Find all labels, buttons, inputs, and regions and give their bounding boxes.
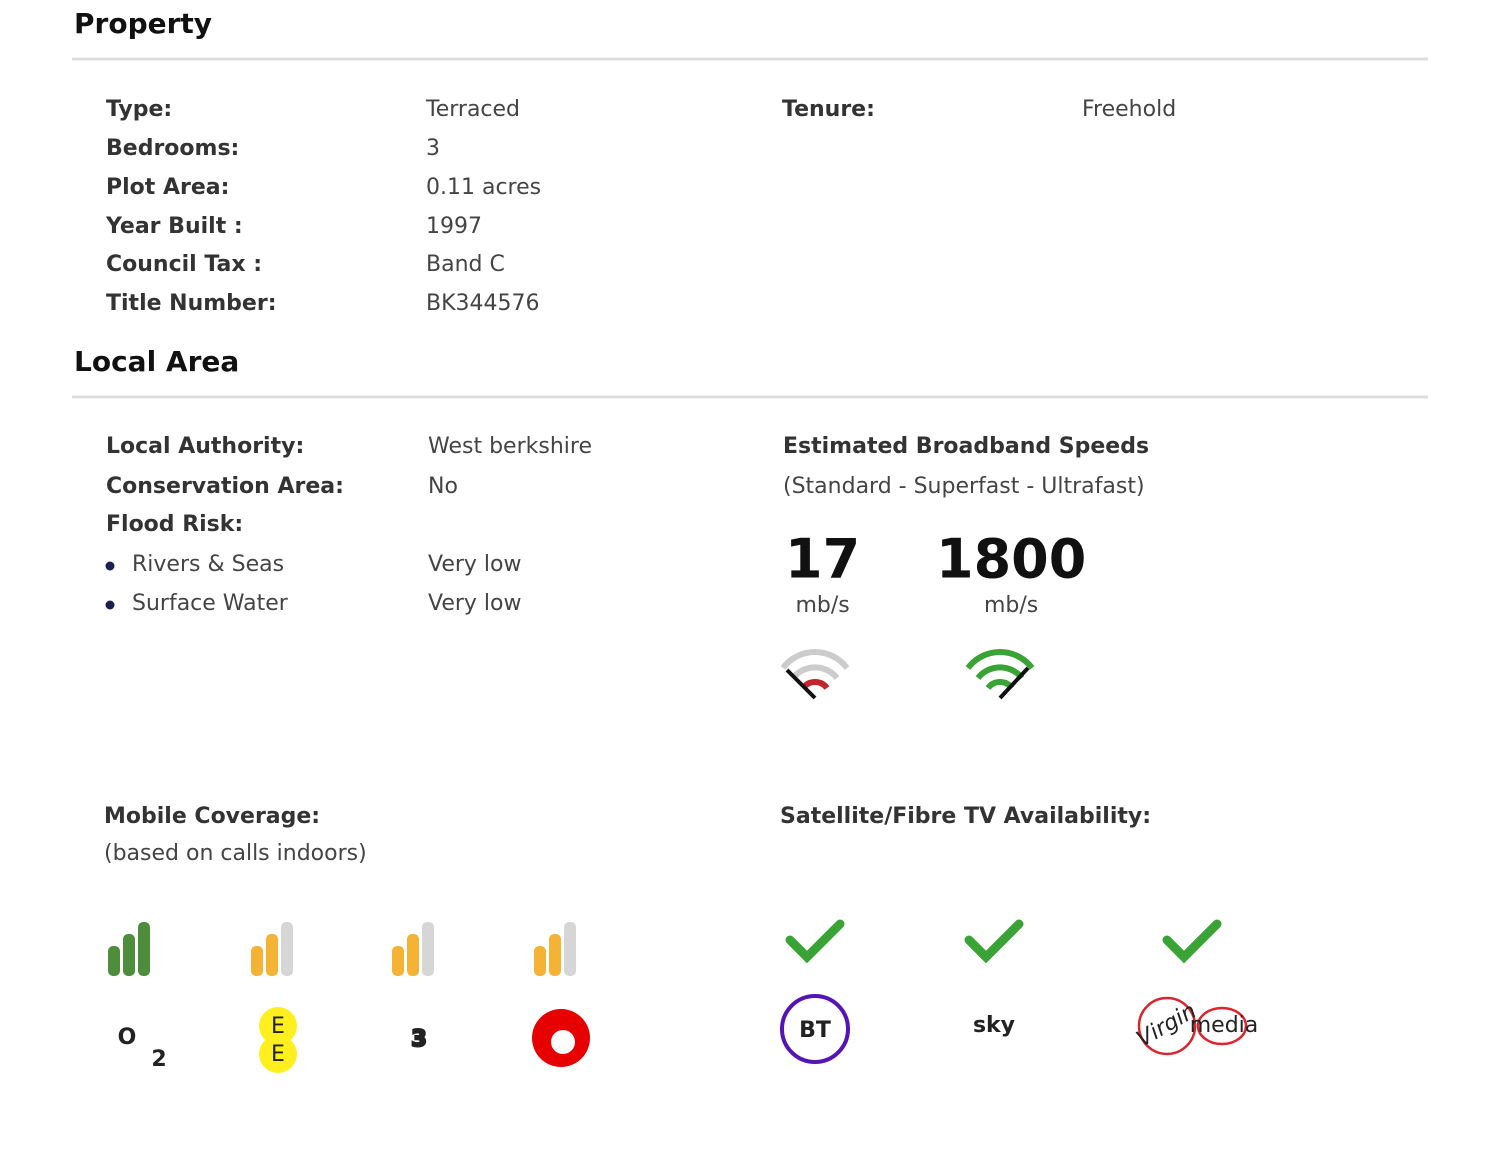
logo-text: E: [271, 1014, 285, 1039]
check-mark: [1162, 919, 1222, 964]
broadband-title: Estimated Broadband Speeds: [783, 434, 1149, 459]
field-value: West berkshire: [428, 434, 592, 459]
logo-shape: [259, 1007, 297, 1045]
field-value: 1997: [426, 214, 482, 239]
field-value: Terraced: [425, 97, 520, 122]
signal-bar: [138, 922, 150, 976]
gauge-icon: [780, 649, 850, 700]
bullet: [105, 600, 115, 610]
speed-unit: mb/s: [795, 593, 849, 618]
signal-bar: [422, 922, 434, 976]
check-mark: [785, 919, 845, 964]
logo-text: E: [271, 1042, 285, 1067]
section-title: Local Area: [74, 345, 239, 378]
field-label: Type:: [106, 97, 172, 122]
signal-bar: [549, 934, 561, 976]
field-label: Flood Risk:: [106, 512, 243, 537]
signal-bar: [564, 922, 576, 976]
signal-bar: [251, 946, 263, 976]
field-value: Freehold: [1082, 97, 1176, 122]
field-value: BK344576: [426, 291, 540, 316]
signal-bar: [534, 946, 546, 976]
field-label: Year Built :: [105, 214, 243, 239]
speed-unit: mb/s: [984, 593, 1038, 618]
signal-bar: [281, 922, 293, 976]
field-label: Plot Area:: [106, 175, 229, 200]
broadband-subtitle: (Standard - Superfast - Ultrafast): [783, 474, 1145, 499]
logo-text: 3: [411, 1027, 426, 1052]
logo-text: media: [1190, 1013, 1259, 1038]
field-value: 0.11 acres: [426, 175, 541, 200]
field-value: Very low: [428, 591, 522, 616]
signal-bar: [108, 946, 120, 976]
logo-shape: [780, 994, 850, 1064]
bullet: [105, 561, 115, 571]
tv-title: Satellite/Fibre TV Availability:: [780, 804, 1151, 829]
logo-shape: [1137, 996, 1197, 1056]
field-label: Rivers & Seas: [132, 552, 284, 577]
field-label: Title Number:: [106, 291, 277, 316]
field-label: Conservation Area:: [106, 474, 344, 499]
field-value: No: [428, 474, 458, 499]
signal-bar: [392, 946, 404, 976]
check-mark: [964, 919, 1024, 964]
logo-text: 2: [151, 1047, 166, 1072]
field-label: Tenure:: [782, 97, 875, 122]
logo-shape: [551, 1030, 575, 1054]
logo-text: BT: [799, 1018, 831, 1043]
logo-text: sky: [973, 1013, 1015, 1038]
field-label: Surface Water: [132, 591, 289, 616]
field-label: Bedrooms:: [106, 136, 239, 161]
speed-value: 17: [785, 528, 860, 591]
logo-shape: [259, 1035, 297, 1073]
section-title: Property: [74, 7, 212, 40]
signal-bar: [266, 934, 278, 976]
gauge-icon: [965, 649, 1035, 700]
logo-text: O: [118, 1025, 137, 1050]
speed-value: 1800: [936, 528, 1086, 591]
signal-bar: [407, 934, 419, 976]
field-value: Band C: [426, 252, 505, 277]
field-label: Council Tax :: [106, 252, 262, 277]
mobile-subtitle: (based on calls indoors): [104, 841, 367, 866]
field-value: Very low: [428, 552, 522, 577]
signal-bar: [123, 934, 135, 976]
mobile-title: Mobile Coverage:: [104, 804, 320, 829]
field-value: 3: [426, 136, 440, 161]
logo-shape: [1196, 1006, 1248, 1046]
field-label: Local Authority:: [106, 434, 304, 459]
